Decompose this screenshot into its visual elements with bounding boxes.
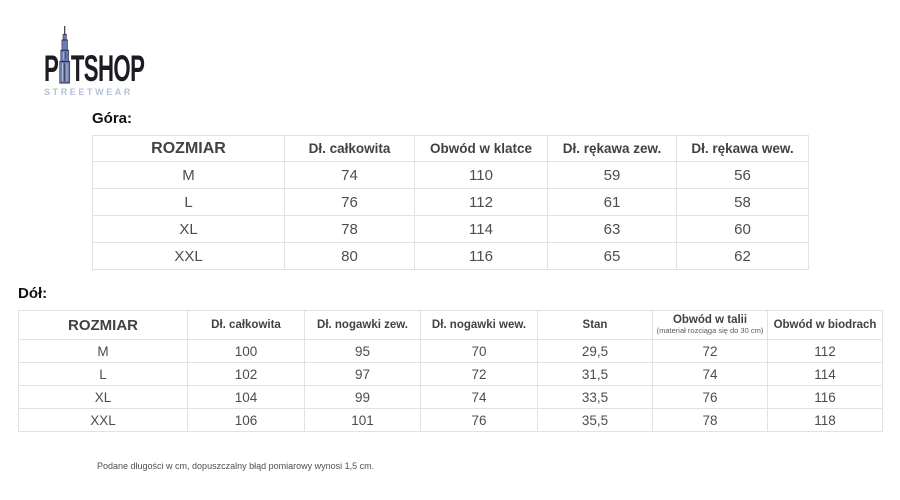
measurement-cell: 74 (652, 362, 768, 386)
measurement-cell: 60 (676, 215, 809, 243)
size-label-cell: XXL (92, 242, 285, 270)
measurement-cell: 72 (652, 339, 768, 363)
column-header: Obwód w talii (materiał rozciąga się do 3… (652, 310, 768, 340)
measurement-cell: 118 (767, 408, 883, 432)
measurement-cell: 78 (652, 408, 768, 432)
measurement-cell: 114 (414, 215, 548, 243)
measurement-cell: 101 (304, 408, 421, 432)
measurement-cell: 97 (304, 362, 421, 386)
measurement-cell: 35,5 (537, 408, 653, 432)
measurement-cell: 106 (187, 408, 305, 432)
skyscraper-icon (59, 26, 70, 84)
measurement-cell: 74 (284, 161, 415, 189)
logo-subtitle: STREETWEAR (44, 87, 133, 97)
table-row: M 100 95 70 29,5 72 112 (18, 339, 883, 363)
measurement-cell: 72 (420, 362, 538, 386)
header-row: ROZMIAR Dł. całkowita Obwód w klatce Dł. rę… (92, 135, 809, 162)
size-table-bottom: ROZMIAR Dł. całkowita Dł. nogawki zew. Dł. … (18, 310, 883, 432)
size-label-cell: L (18, 362, 188, 386)
measurement-cell: 56 (676, 161, 809, 189)
measurement-cell: 58 (676, 188, 809, 216)
column-header: ROZMIAR (92, 135, 285, 162)
column-header: Dł. nogawki zew. (304, 310, 421, 340)
size-label-cell: M (92, 161, 285, 189)
measurement-cell: 59 (547, 161, 677, 189)
size-label-cell: L (92, 188, 285, 216)
column-header-label: Obwód w talii (672, 314, 748, 327)
size-label-cell: XXL (18, 408, 188, 432)
measurement-cell: 63 (547, 215, 677, 243)
measurement-cell: 80 (284, 242, 415, 270)
measurement-cell: 29,5 (537, 339, 653, 363)
patshop-logo: P TSHOP STREETWEAR (44, 26, 154, 97)
measurement-cell: 74 (420, 385, 538, 409)
size-table-top: ROZMIAR Dł. całkowita Obwód w klatce Dł. rę… (92, 135, 809, 270)
table-row: L 76 112 61 58 (92, 188, 809, 216)
measurement-cell: 112 (767, 339, 883, 363)
header-row: ROZMIAR Dł. całkowita Dł. nogawki zew. Dł. … (18, 310, 883, 340)
measurement-cell: 31,5 (537, 362, 653, 386)
column-header-subtext: (materiał rozciąga się do 30 cm) (656, 326, 764, 336)
size-label-cell: XL (18, 385, 188, 409)
measurement-cell: 76 (284, 188, 415, 216)
measurement-cell: 78 (284, 215, 415, 243)
column-header: Obwód w klatce (414, 135, 548, 162)
column-header: Dł. całkowita (187, 310, 305, 340)
measurement-footnote: Podane długości w cm, dopuszczalny błąd … (97, 461, 375, 471)
measurement-cell: 99 (304, 385, 421, 409)
column-header: Dł. rękawa zew. (547, 135, 677, 162)
measurement-cell: 95 (304, 339, 421, 363)
measurement-cell: 62 (676, 242, 809, 270)
size-label-cell: M (18, 339, 188, 363)
column-header: Dł. nogawki wew. (420, 310, 538, 340)
measurement-cell: 70 (420, 339, 538, 363)
table-row: M 74 110 59 56 (92, 161, 809, 189)
column-header: Stan (537, 310, 653, 340)
table-row: XL 78 114 63 60 (92, 215, 809, 243)
table-row: XL 104 99 74 33,5 76 116 (18, 385, 883, 409)
column-header: Obwód w biodrach (767, 310, 883, 340)
measurement-cell: 100 (187, 339, 305, 363)
measurement-cell: 112 (414, 188, 548, 216)
measurement-cell: 76 (420, 408, 538, 432)
measurement-cell: 114 (767, 362, 883, 386)
measurement-cell: 33,5 (537, 385, 653, 409)
measurement-cell: 65 (547, 242, 677, 270)
section-heading-bottom: Dół: (18, 285, 48, 302)
column-header: ROZMIAR (18, 310, 188, 340)
table-row: XXL 106 101 76 35,5 78 118 (18, 408, 883, 432)
section-heading-top: Góra: (92, 110, 133, 127)
logo-text-right: TSHOP (70, 47, 145, 89)
measurement-cell: 116 (414, 242, 548, 270)
column-header: Dł. całkowita (284, 135, 415, 162)
logo-text-left: P (44, 47, 59, 89)
measurement-cell: 110 (414, 161, 548, 189)
table-row: XXL 80 116 65 62 (92, 242, 809, 270)
measurement-cell: 76 (652, 385, 768, 409)
table-row: L 102 97 72 31,5 74 114 (18, 362, 883, 386)
measurement-cell: 61 (547, 188, 677, 216)
measurement-cell: 104 (187, 385, 305, 409)
measurement-cell: 116 (767, 385, 883, 409)
column-header: Dł. rękawa wew. (676, 135, 809, 162)
logo-wordmark: P TSHOP (44, 26, 145, 89)
size-label-cell: XL (92, 215, 285, 243)
measurement-cell: 102 (187, 362, 305, 386)
